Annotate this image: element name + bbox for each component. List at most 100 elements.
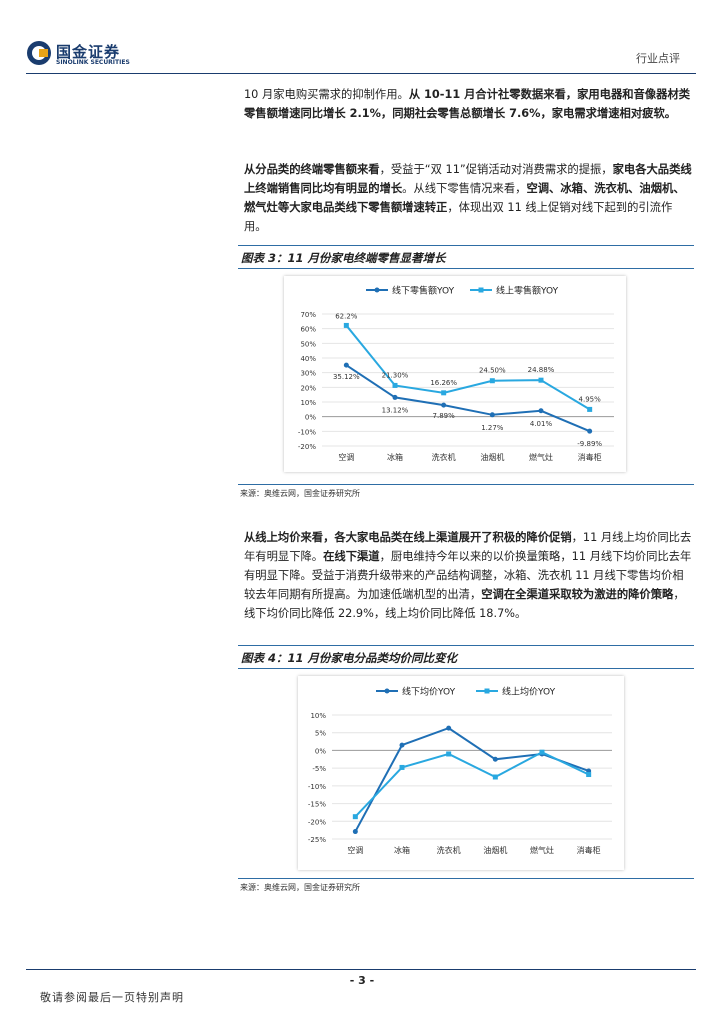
y-tick-label: -10% <box>298 428 316 436</box>
x-tick-label: 冰箱 <box>394 845 410 855</box>
x-tick-label: 洗衣机 <box>437 845 461 855</box>
x-tick-label: 空调 <box>338 452 354 462</box>
data-point <box>392 382 398 388</box>
data-label: 24.50% <box>479 367 506 375</box>
data-point <box>539 749 545 755</box>
legend-label: 线上零售额YOY <box>496 285 559 297</box>
x-tick-label: 油烟机 <box>483 845 507 855</box>
chart-price-yoy: -25% -20% -15% -10% -5% 0% 5% 10% 空调 冰箱 洗衣机 油烟机 燃气灶 消… <box>298 676 624 870</box>
report-category: 行业点评 <box>636 52 680 65</box>
data-label: 21.30% <box>382 371 409 379</box>
data-point <box>587 428 593 434</box>
data-label: 4.95% <box>579 395 602 403</box>
legend-label: 线下零售额YOY <box>392 285 455 297</box>
figure4-title: 图表 4：11 月份家电分品类均价同比变化 <box>241 651 458 665</box>
x-tick-label: 燃气灶 <box>529 452 553 462</box>
y-tick-label: -20% <box>298 443 316 451</box>
series-line <box>354 751 590 818</box>
y-tick-label: 60% <box>300 326 316 334</box>
p2-text-1: ，受益于“双 11”促销活动对消费需求的提振， <box>379 163 613 176</box>
p3-bold-3: 空调在全渠道采取较为激进的降价策略 <box>481 588 674 601</box>
data-point <box>587 406 593 412</box>
data-label: 7.89% <box>433 412 456 420</box>
data-point <box>399 742 405 748</box>
p3-text-2: ，厨电维持今年以来的以价换量策略，11 月线下均价同比去年有明显下降。受益于消费… <box>244 550 692 601</box>
chart-price-yoy-svg: -25% -20% -15% -10% -5% 0% 5% 10% 空调 冰箱 洗衣机 油烟机 燃气灶 消… <box>308 686 612 855</box>
x-tick-label: 油烟机 <box>480 452 504 462</box>
paragraph-3: 从线上均价来看，各大家电品类在线上渠道展开了积极的降价促销，11 月线上均价同比… <box>244 528 692 623</box>
data-point <box>538 377 544 383</box>
chart-retail-yoy-svg: -20% -10% 0% 10% 20% 30% 40% 50% 60% 70% 空调 冰箱 洗衣机 油烟… <box>298 285 614 462</box>
y-tick-label: 70% <box>300 311 316 319</box>
p3-bold-2: 在线下渠道 <box>323 550 380 563</box>
legend-marker <box>484 688 490 694</box>
figure3-top-rule <box>238 245 694 246</box>
p1-text: 10 月家电购买需求的抑制作用。 <box>244 88 409 101</box>
data-point <box>586 772 592 778</box>
logo-icon <box>26 40 52 66</box>
p2-text-2: 。从线下零售情况来看， <box>402 182 527 195</box>
chart-retail-yoy: -20% -10% 0% 10% 20% 30% 40% 50% 60% 70% 空调 冰箱 洗衣机 油烟… <box>284 276 626 472</box>
figure3-title-rule <box>238 268 694 269</box>
data-point <box>441 390 447 396</box>
data-point <box>392 394 398 400</box>
figure3-title: 图表 3：11 月份家电终端零售显著增长 <box>241 251 446 265</box>
p3-bold-1: 从线上均价来看，各大家电品类在线上渠道展开了积极的降价促销 <box>244 531 572 544</box>
paragraph-2: 从分品类的终端零售额来看，受益于“双 11”促销活动对消费需求的提振，家电各大品… <box>244 160 692 236</box>
y-tick-label: -10% <box>308 783 326 791</box>
legend-marker <box>478 287 484 293</box>
series-line <box>345 364 591 433</box>
data-point <box>343 322 349 328</box>
data-point <box>399 764 405 770</box>
y-tick-label: 0% <box>315 747 326 755</box>
data-point <box>489 378 495 384</box>
logo-text: 国金证券 <box>56 43 121 61</box>
x-tick-label: 洗衣机 <box>432 452 456 462</box>
data-point <box>538 408 544 414</box>
figure3-bottom-rule <box>238 484 694 485</box>
y-tick-label: 30% <box>300 370 316 378</box>
y-tick-label: -15% <box>308 801 326 809</box>
legend-marker <box>374 287 380 293</box>
y-tick-label: 50% <box>300 340 316 348</box>
data-point <box>352 829 358 835</box>
data-label: 16.26% <box>430 379 457 387</box>
data-point <box>441 402 447 408</box>
disclaimer-note: 敬请参阅最后一页特别声明 <box>40 991 184 1004</box>
y-tick-label: 20% <box>300 384 316 392</box>
footer-divider <box>26 969 696 970</box>
x-tick-label: 消毒柜 <box>577 845 601 855</box>
legend-marker <box>384 688 390 694</box>
paragraph-1: 10 月家电购买需求的抑制作用。从 10-11 月合计社零数据来看，家用电器和音… <box>244 85 692 123</box>
figure3-source: 来源：奥维云网，国金证券研究所 <box>240 489 360 498</box>
data-label: 4.01% <box>530 420 553 428</box>
legend-label: 线上均价YOY <box>502 686 556 698</box>
figure4-top-rule <box>238 645 694 646</box>
data-label: 1.27% <box>481 424 504 432</box>
header-divider <box>26 73 696 74</box>
x-tick-label: 消毒柜 <box>578 452 602 462</box>
data-point <box>352 814 358 820</box>
y-tick-label: 10% <box>300 399 316 407</box>
y-tick-label: -20% <box>308 818 326 826</box>
p1-bold: 从 10-11 月合计社零数据来看，家用电器和音像器材类零售额增速同比增长 2.… <box>244 88 691 120</box>
data-label: -9.89% <box>577 440 602 448</box>
y-tick-label: 0% <box>305 414 316 422</box>
data-point <box>492 756 498 762</box>
data-point <box>343 362 349 368</box>
x-tick-label: 冰箱 <box>387 452 403 462</box>
p3-text-1: ，11 月线上均价同比去年有明显下降。 <box>244 531 692 563</box>
data-label: 62.2% <box>335 312 358 320</box>
figure4-title-rule <box>238 668 694 669</box>
data-label: 24.88% <box>528 366 555 374</box>
figure4-source: 来源：奥维云网，国金证券研究所 <box>240 883 360 892</box>
data-label: 35.12% <box>333 373 360 381</box>
p3-text-3: ，线下均价同比降低 22.9%，线上均价同比降低 18.7%。 <box>244 588 685 620</box>
y-tick-label: 40% <box>300 355 316 363</box>
y-tick-label: 10% <box>310 712 326 720</box>
p2-text-3: ，体现出双 11 线上促销对线下起到的引流作用。 <box>244 201 673 233</box>
y-tick-label: 5% <box>315 730 326 738</box>
data-label: 13.12% <box>382 406 409 414</box>
page-number: - 3 - <box>349 974 375 987</box>
legend-label: 线下均价YOY <box>402 686 456 698</box>
